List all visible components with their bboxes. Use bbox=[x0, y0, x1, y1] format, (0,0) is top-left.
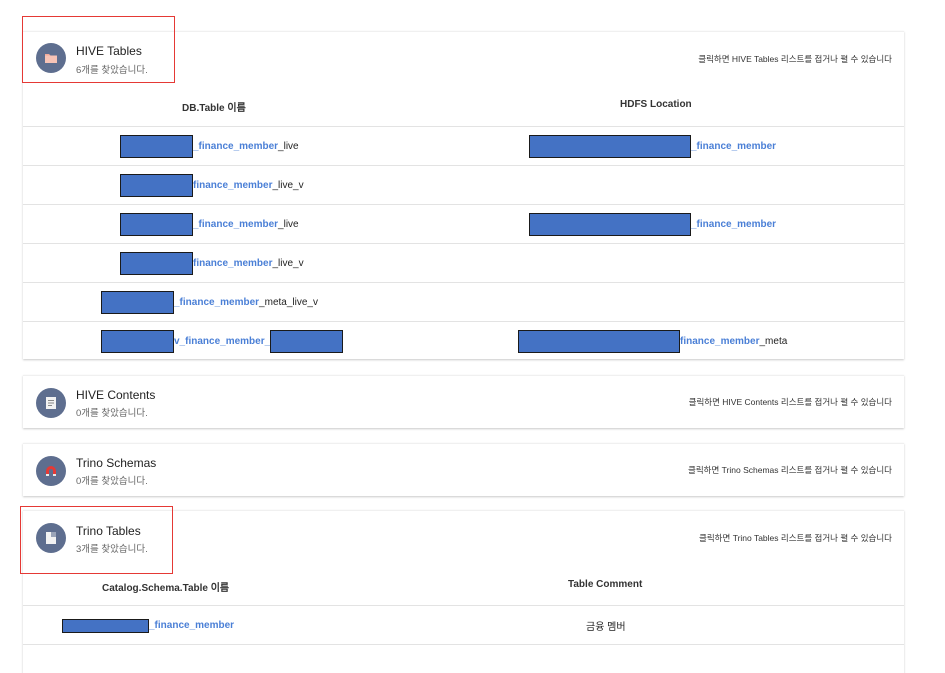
column-header-table-comment: Table Comment bbox=[568, 579, 643, 590]
trino-tables-count: 3개를 찾았습니다. bbox=[76, 544, 148, 555]
table-name-suffix: _meta_live_v bbox=[259, 297, 318, 308]
redacted-block bbox=[62, 618, 149, 633]
table-row[interactable]: v_finance_member_ finance_member _meta bbox=[23, 321, 904, 359]
hive-contents-card[interactable]: HIVE Contents 0개를 찾았습니다. 클릭하면 HIVE Conte… bbox=[23, 375, 904, 428]
hive-tables-count: 6개를 찾았습니다. bbox=[76, 65, 148, 76]
column-header-hdfs-location: HDFS Location bbox=[620, 99, 692, 110]
table-comment-cell: 금융 멤버 bbox=[586, 622, 626, 633]
hdfs-location-cell: _finance_member bbox=[529, 127, 776, 166]
hive-tables-title: HIVE Tables bbox=[76, 44, 142, 58]
highlight-box-hive-tables bbox=[22, 16, 175, 83]
table-name-highlight: _finance_member bbox=[174, 297, 260, 308]
trino-tables-title: Trino Tables bbox=[76, 524, 141, 538]
trino-tables-hint: 클릭하면 Trino Tables 리스트를 접거나 펼 수 있습니다 bbox=[699, 533, 892, 543]
trino-schemas-count: 0개를 찾았습니다. bbox=[76, 476, 148, 487]
table-icon bbox=[36, 523, 66, 553]
redacted-block bbox=[270, 330, 344, 353]
trino-schemas-hint: 클릭하면 Trino Schemas 리스트를 접거나 펼 수 있습니다 bbox=[688, 465, 892, 475]
row-divider bbox=[23, 644, 904, 645]
hive-tables-card: HIVE Tables 6개를 찾았습니다. 클릭하면 HIVE Tables … bbox=[23, 31, 904, 359]
location-highlight: finance_member bbox=[680, 336, 760, 347]
db-table-cell: _finance_member _meta_live_v bbox=[101, 283, 318, 322]
table-row[interactable]: finance_member _live_v bbox=[23, 165, 904, 205]
location-highlight: _finance_member bbox=[691, 219, 777, 230]
db-table-cell: finance_member _live_v bbox=[120, 244, 304, 283]
folder-icon bbox=[36, 43, 66, 73]
redacted-block bbox=[120, 213, 193, 236]
table-name-highlight: _finance_member bbox=[193, 219, 279, 230]
table-name-highlight: finance_member bbox=[193, 258, 273, 269]
table-row[interactable]: _finance_member _meta_live_v bbox=[23, 282, 904, 322]
table-name-highlight: finance_member bbox=[193, 180, 273, 191]
db-table-cell: finance_member _live_v bbox=[120, 166, 304, 205]
document-icon bbox=[36, 388, 66, 418]
table-row[interactable]: _finance_member _live _finance_member bbox=[23, 204, 904, 244]
hive-contents-count: 0개를 찾았습니다. bbox=[76, 408, 148, 419]
redacted-block bbox=[101, 330, 174, 353]
hive-tables-hint: 클릭하면 HIVE Tables 리스트를 접거나 펼 수 있습니다 bbox=[698, 54, 892, 64]
db-table-cell: _finance_member _live bbox=[120, 127, 299, 166]
hive-contents-title: HIVE Contents bbox=[76, 388, 156, 402]
hive-tables-header[interactable]: HIVE Tables 6개를 찾았습니다. 클릭하면 HIVE Tables … bbox=[23, 32, 904, 82]
table-name-highlight: _finance_member bbox=[149, 620, 235, 631]
column-header-catalog-schema-table: Catalog.Schema.Table 이름 bbox=[102, 583, 230, 594]
db-table-cell: _finance_member _live bbox=[120, 205, 299, 244]
table-name-highlight: _finance_member bbox=[193, 141, 279, 152]
highlight-box-trino-tables bbox=[20, 506, 173, 574]
location-suffix: _meta bbox=[759, 336, 788, 347]
table-name-suffix: _live bbox=[278, 219, 299, 230]
trino-schemas-card[interactable]: Trino Schemas 0개를 찾았습니다. 클릭하면 Trino Sche… bbox=[23, 443, 904, 496]
table-name-suffix: _live bbox=[278, 141, 299, 152]
catalog-table-cell: _finance_member bbox=[62, 606, 234, 645]
redacted-block bbox=[120, 174, 193, 197]
redacted-block bbox=[518, 330, 680, 353]
table-name-suffix: _live_v bbox=[272, 258, 304, 269]
magnet-icon bbox=[36, 456, 66, 486]
db-table-cell: v_finance_member_ bbox=[101, 322, 344, 361]
location-highlight: _finance_member bbox=[691, 141, 777, 152]
redacted-block bbox=[529, 213, 691, 236]
table-row[interactable]: _finance_member _live _finance_member bbox=[23, 126, 904, 166]
column-header-db-table: DB.Table 이름 bbox=[182, 103, 246, 114]
hdfs-location-cell: finance_member _meta bbox=[518, 322, 787, 361]
table-name-highlight: v_finance_member_ bbox=[174, 336, 271, 347]
trino-schemas-title: Trino Schemas bbox=[76, 456, 157, 470]
trino-tables-card: Trino Tables 3개를 찾았습니다. 클릭하면 Trino Table… bbox=[23, 510, 904, 673]
trino-tables-header[interactable]: Trino Tables 3개를 찾았습니다. 클릭하면 Trino Table… bbox=[23, 511, 904, 561]
hdfs-location-cell: _finance_member bbox=[529, 205, 776, 244]
table-row[interactable]: finance_member _live_v bbox=[23, 243, 904, 283]
redacted-block bbox=[101, 291, 174, 314]
table-row[interactable]: _finance_member 금융 멤버 bbox=[23, 605, 904, 645]
hive-contents-hint: 클릭하면 HIVE Contents 리스트를 접거나 펼 수 있습니다 bbox=[688, 397, 892, 407]
redacted-block bbox=[120, 252, 193, 275]
redacted-block bbox=[529, 135, 691, 158]
redacted-block bbox=[120, 135, 193, 158]
table-name-suffix: _live_v bbox=[272, 180, 304, 191]
